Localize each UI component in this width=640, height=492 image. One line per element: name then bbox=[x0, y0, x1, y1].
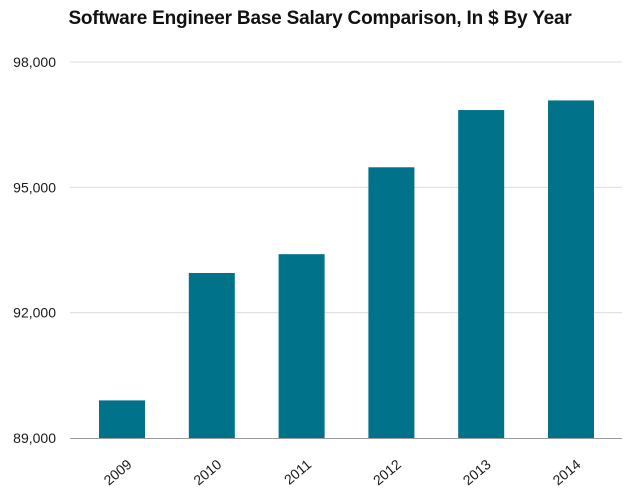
bar-2013 bbox=[458, 110, 505, 439]
x-axis-ticks: 2009 2010 2011 2012 2013 2014 bbox=[100, 456, 583, 488]
grid-lines bbox=[70, 61, 622, 314]
x-tick-label-2014: 2014 bbox=[549, 456, 583, 488]
x-tick-label-2013: 2013 bbox=[460, 456, 494, 488]
x-tick-label-2010: 2010 bbox=[190, 456, 224, 488]
y-tick-label: 95,000 bbox=[13, 179, 56, 195]
y-tick-label: 92,000 bbox=[13, 305, 56, 321]
y-tick-label: 98,000 bbox=[13, 54, 56, 70]
bar-2012 bbox=[368, 167, 415, 438]
x-tick-label-2011: 2011 bbox=[281, 456, 315, 488]
bar-2010 bbox=[188, 272, 235, 438]
y-tick-label: 89,000 bbox=[13, 430, 56, 446]
chart-title: Software Engineer Base Salary Comparison… bbox=[68, 8, 572, 29]
bar-2009 bbox=[99, 400, 145, 438]
x-tick-label-2009: 2009 bbox=[100, 456, 134, 488]
x-tick-label-2012: 2012 bbox=[370, 456, 404, 488]
bar-2014 bbox=[548, 100, 594, 439]
bars bbox=[99, 100, 594, 439]
y-axis-ticks: 89,000 92,000 95,000 98,000 bbox=[13, 54, 56, 446]
bar-2011 bbox=[278, 254, 325, 438]
